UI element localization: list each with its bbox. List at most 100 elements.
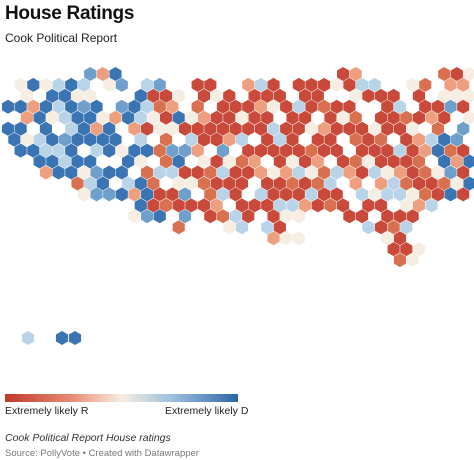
district-hex[interactable]: [400, 198, 413, 213]
district-hex[interactable]: [216, 187, 230, 202]
district-hex[interactable]: [115, 77, 128, 92]
district-hex[interactable]: [20, 88, 34, 103]
district-hex[interactable]: [450, 176, 463, 191]
district-hex[interactable]: [159, 132, 173, 147]
district-hex[interactable]: [267, 143, 280, 158]
district-hex[interactable]: [381, 231, 394, 246]
district-hex[interactable]: [134, 176, 147, 191]
district-hex[interactable]: [197, 110, 211, 125]
district-hex[interactable]: [261, 110, 274, 125]
district-hex[interactable]: [185, 110, 198, 125]
district-hex[interactable]: [286, 132, 299, 147]
district-hex[interactable]: [65, 143, 78, 158]
district-hex[interactable]: [33, 154, 46, 169]
district-hex[interactable]: [305, 77, 318, 92]
district-hex[interactable]: [286, 176, 299, 191]
district-hex[interactable]: [362, 132, 375, 147]
district-hex[interactable]: [412, 242, 425, 257]
district-hex[interactable]: [457, 165, 470, 180]
district-hex[interactable]: [387, 220, 400, 235]
district-hex[interactable]: [96, 66, 109, 81]
district-hex[interactable]: [128, 143, 141, 158]
district-hex[interactable]: [178, 209, 192, 224]
district-hex[interactable]: [122, 154, 135, 169]
district-hex[interactable]: [141, 187, 154, 202]
district-hex[interactable]: [242, 143, 255, 158]
district-hex[interactable]: [438, 88, 451, 103]
district-hex[interactable]: [248, 88, 261, 103]
district-hex[interactable]: [128, 187, 141, 202]
district-hex[interactable]: [84, 88, 97, 103]
district-hex[interactable]: [254, 165, 267, 180]
district-hex[interactable]: [96, 132, 109, 147]
district-hex[interactable]: [14, 77, 27, 92]
district-hex[interactable]: [153, 121, 166, 136]
district-hex[interactable]: [463, 154, 474, 169]
district-hex[interactable]: [8, 132, 21, 147]
district-hex[interactable]: [229, 121, 242, 136]
district-hex[interactable]: [235, 132, 248, 147]
district-hex[interactable]: [197, 198, 211, 213]
district-hex[interactable]: [84, 154, 97, 169]
district-hex[interactable]: [349, 110, 362, 125]
district-hex[interactable]: [14, 99, 27, 114]
district-hex[interactable]: [438, 154, 451, 169]
district-hex[interactable]: [362, 88, 375, 103]
district-hex[interactable]: [115, 99, 128, 114]
district-hex[interactable]: [254, 99, 267, 114]
district-hex[interactable]: [58, 88, 71, 103]
district-hex[interactable]: [393, 231, 407, 246]
district-hex[interactable]: [204, 187, 217, 202]
district-hex[interactable]: [122, 176, 135, 191]
district-hex[interactable]: [242, 209, 255, 224]
district-hex[interactable]: [400, 176, 413, 191]
district-hex[interactable]: [172, 198, 185, 213]
district-hex[interactable]: [349, 88, 362, 103]
district-hex[interactable]: [292, 143, 305, 158]
district-hex[interactable]: [292, 187, 305, 202]
district-hex[interactable]: [431, 143, 444, 158]
district-hex[interactable]: [387, 176, 400, 191]
district-hex[interactable]: [229, 99, 242, 114]
district-hex[interactable]: [128, 209, 141, 224]
district-hex[interactable]: [84, 66, 97, 81]
district-hex[interactable]: [115, 143, 128, 158]
district-hex[interactable]: [457, 121, 470, 136]
district-hex[interactable]: [216, 121, 230, 136]
district-hex[interactable]: [39, 77, 52, 92]
district-hex[interactable]: [381, 99, 394, 114]
district-hex[interactable]: [381, 121, 394, 136]
district-hex[interactable]: [21, 330, 35, 346]
district-hex[interactable]: [223, 176, 236, 191]
district-hex[interactable]: [406, 253, 419, 268]
district-hex[interactable]: [96, 176, 109, 191]
district-hex[interactable]: [153, 187, 166, 202]
district-hex[interactable]: [141, 121, 154, 136]
district-hex[interactable]: [71, 110, 84, 125]
district-hex[interactable]: [109, 66, 122, 81]
district-hex[interactable]: [159, 198, 173, 213]
district-hex[interactable]: [431, 121, 444, 136]
district-hex[interactable]: [337, 66, 350, 81]
district-hex[interactable]: [299, 198, 312, 213]
district-hex[interactable]: [374, 198, 388, 213]
district-hex[interactable]: [248, 198, 261, 213]
district-hex[interactable]: [141, 143, 154, 158]
district-hex[interactable]: [330, 77, 343, 92]
district-hex[interactable]: [172, 88, 185, 103]
district-hex[interactable]: [299, 88, 312, 103]
district-hex[interactable]: [438, 132, 451, 147]
district-hex[interactable]: [115, 187, 128, 202]
district-hex[interactable]: [318, 143, 331, 158]
district-hex[interactable]: [400, 110, 413, 125]
district-hex[interactable]: [197, 88, 211, 103]
district-hex[interactable]: [355, 209, 369, 224]
district-hex[interactable]: [14, 143, 27, 158]
district-hex[interactable]: [27, 99, 40, 114]
district-hex[interactable]: [172, 110, 185, 125]
district-hex[interactable]: [412, 176, 425, 191]
district-hex[interactable]: [248, 110, 261, 125]
district-hex[interactable]: [330, 187, 343, 202]
district-hex[interactable]: [330, 121, 343, 136]
district-hex[interactable]: [419, 187, 432, 202]
